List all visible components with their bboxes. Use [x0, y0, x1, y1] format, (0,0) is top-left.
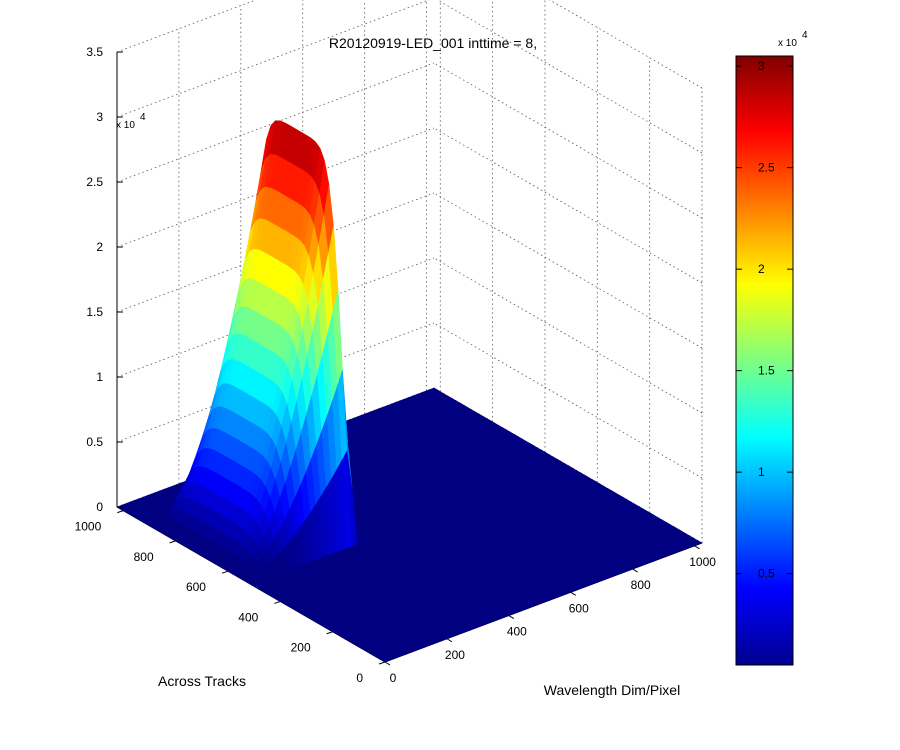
x-tick-label: 200 — [445, 648, 465, 662]
grid-line — [433, 62, 703, 219]
grid-line — [116, 0, 430, 118]
y-tick-mark — [169, 540, 176, 544]
colorbar-tick-label: 2 — [758, 262, 765, 276]
y-tick-label: 600 — [186, 580, 206, 594]
y-tick-label: 200 — [291, 641, 311, 655]
z-tick-label: 1.5 — [86, 305, 103, 319]
x-tick-label: 600 — [569, 601, 589, 615]
grid-line — [433, 192, 703, 349]
x-tick-mark — [508, 615, 515, 619]
surface-cell — [379, 657, 391, 663]
x-tick-mark — [632, 568, 638, 573]
z-tick-label: 0 — [96, 500, 103, 514]
x-tick-mark — [384, 661, 391, 666]
z-tick-label: 0.5 — [86, 435, 103, 449]
x-tick-mark — [446, 638, 453, 643]
x-tick-label: 0 — [390, 671, 397, 685]
x-tick-mark — [694, 545, 700, 550]
z-tick-label: 3.5 — [86, 45, 103, 59]
grid-line — [436, 0, 703, 154]
chart-title: R20120919-LED_001 inttime = 8, — [329, 35, 537, 51]
colorbar-tick-label: 3 — [758, 59, 765, 73]
z-tick-label: 2 — [96, 240, 103, 254]
y-tick-label: 0 — [356, 671, 363, 685]
colorbar: 0.5 1 1.5 2 2.5 3 x 10 4 — [735, 30, 808, 666]
colorbar-multiplier: x 10 — [778, 38, 797, 49]
colorbar-fill — [735, 55, 794, 666]
grid-line — [433, 127, 703, 284]
y-tick-label: 800 — [134, 550, 154, 564]
x-tick-mark — [570, 591, 576, 596]
z-multiplier-label: x 10 — [116, 120, 135, 131]
y-tick-mark — [378, 661, 386, 665]
x-tick-label: 400 — [507, 625, 527, 639]
x-axis-label: Wavelength Dim/Pixel — [544, 682, 680, 698]
x-tick-label: 800 — [631, 578, 651, 592]
z-tick-label: 1 — [96, 370, 103, 384]
grid-line — [433, 257, 703, 414]
y-tick-mark — [326, 631, 333, 635]
colorbar-tick-label: 0.5 — [758, 567, 775, 581]
colorbar-tick-label: 1.5 — [758, 364, 775, 378]
colorbar-tick-label: 2.5 — [758, 161, 775, 175]
x-tick-label: 1000 — [689, 555, 716, 569]
z-exponent-label: 4 — [140, 112, 146, 123]
y-tick-label: 1000 — [75, 520, 102, 534]
colorbar-ticks: 0.5 1 1.5 2 2.5 3 — [736, 59, 793, 581]
tick-labels: 0 200 400 600 800 1000 0 200 400 600 800 1000 0 0.5 1 1… — [75, 45, 717, 685]
y-tick-label: 400 — [238, 610, 258, 624]
colorbar-tick-label: 1 — [758, 465, 765, 479]
surface-mesh — [116, 119, 703, 663]
colorbar-exponent: 4 — [802, 30, 808, 41]
y-tick-mark — [274, 600, 281, 604]
y-tick-mark — [221, 570, 229, 574]
y-tick-mark — [117, 510, 124, 514]
z-tick-label: 3 — [96, 110, 103, 124]
y-axis-label: Across Tracks — [158, 673, 246, 689]
grid-line — [433, 322, 703, 479]
z-tick-label: 2.5 — [86, 175, 103, 189]
